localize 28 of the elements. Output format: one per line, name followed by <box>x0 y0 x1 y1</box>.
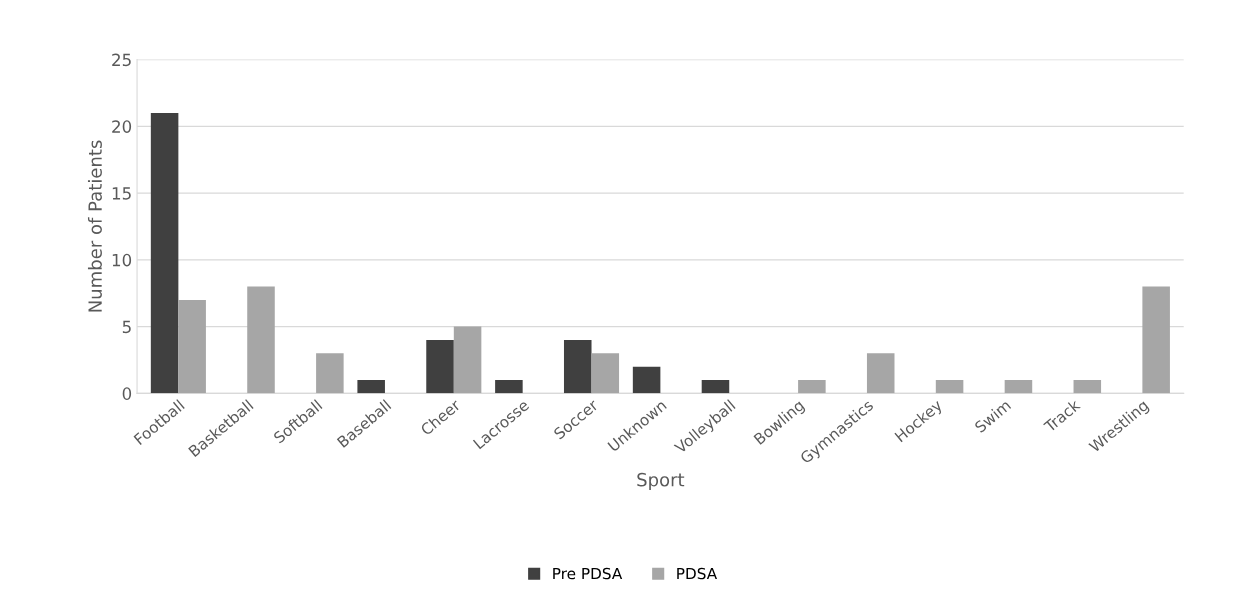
x-axis-title: Sport <box>637 472 685 491</box>
y-tick-label: 25 <box>112 53 131 67</box>
bar <box>316 353 344 394</box>
bar <box>150 113 179 394</box>
bar <box>701 380 730 394</box>
bar <box>1004 380 1033 394</box>
bar <box>866 353 895 394</box>
bar <box>426 339 454 394</box>
bar <box>1073 380 1102 394</box>
y-axis-title: Number of Patients <box>87 140 102 312</box>
y-tick-label: 0 <box>122 387 132 400</box>
bar <box>632 366 661 394</box>
bar <box>247 286 275 394</box>
y-tick-label: 20 <box>112 120 132 133</box>
bar <box>935 380 964 394</box>
legend-label: PDSA <box>677 567 718 580</box>
bar <box>1142 286 1170 394</box>
bar <box>453 326 482 394</box>
bar <box>798 380 826 394</box>
y-tick-label: 15 <box>112 187 131 200</box>
bar <box>495 380 523 394</box>
y-tick-label: 5 <box>122 320 131 334</box>
bar <box>357 380 385 394</box>
y-tick-label: 10 <box>112 253 132 267</box>
bar <box>178 299 206 394</box>
bar <box>591 353 620 394</box>
bar <box>563 339 592 394</box>
legend-label: Pre PDSA <box>553 567 623 580</box>
